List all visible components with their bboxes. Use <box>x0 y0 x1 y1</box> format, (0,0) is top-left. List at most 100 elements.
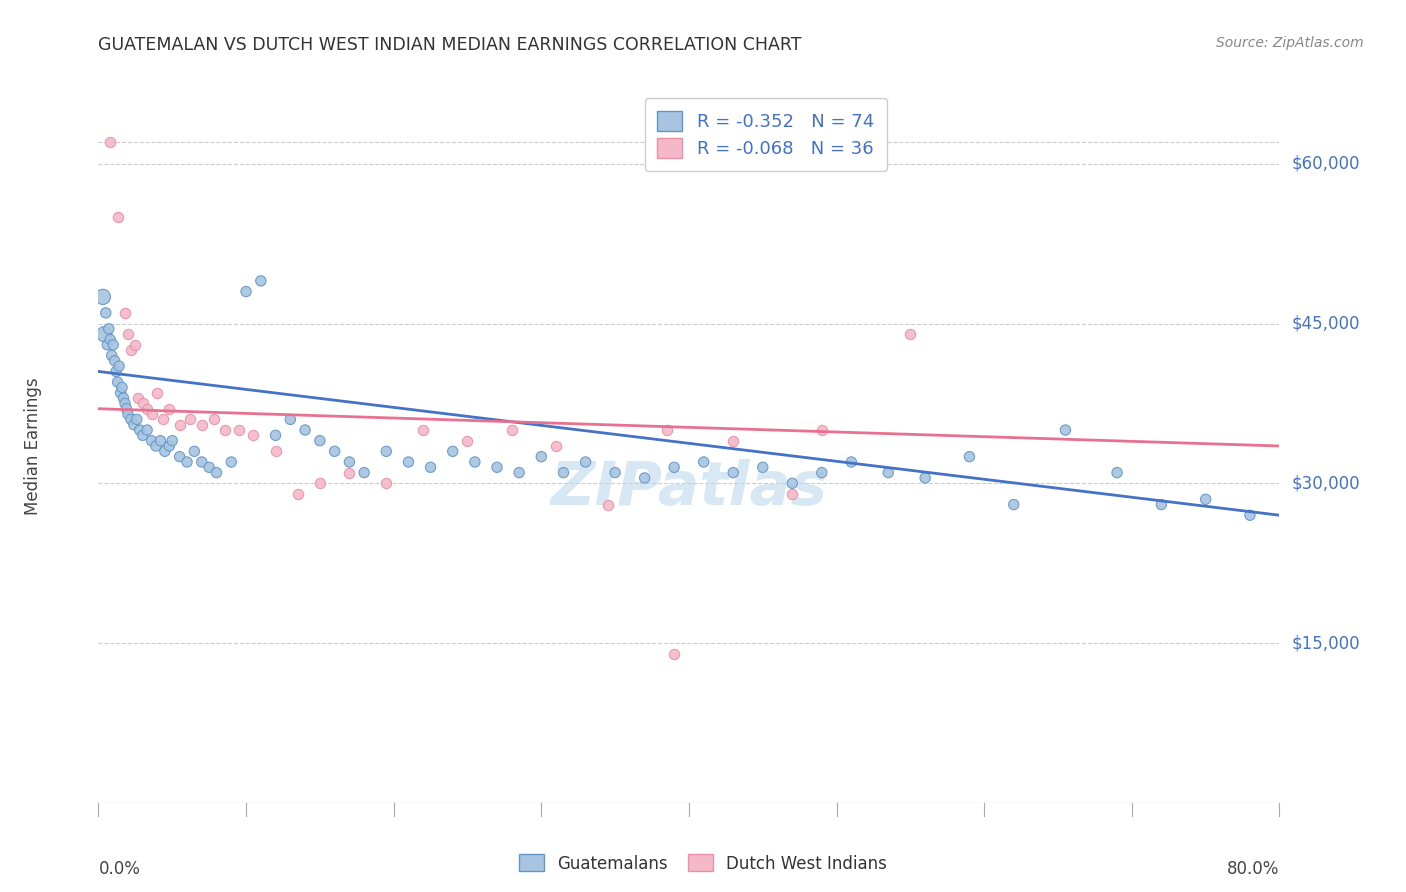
Point <box>124 338 146 352</box>
Text: ZIPatlas: ZIPatlas <box>550 459 828 518</box>
Point <box>136 423 159 437</box>
Point <box>141 407 163 421</box>
Point <box>605 466 627 480</box>
Point <box>633 471 655 485</box>
Text: Source: ZipAtlas.com: Source: ZipAtlas.com <box>1216 36 1364 50</box>
Point <box>839 455 862 469</box>
Point <box>219 455 242 469</box>
Point <box>191 455 214 469</box>
Point <box>664 647 686 661</box>
Point <box>544 439 567 453</box>
Point <box>120 412 142 426</box>
Point <box>508 466 530 480</box>
Point <box>419 460 441 475</box>
Point <box>900 327 922 342</box>
Point <box>117 327 139 342</box>
Point <box>1002 498 1025 512</box>
Point <box>153 444 176 458</box>
Point <box>914 471 936 485</box>
Point <box>183 444 205 458</box>
Point <box>120 343 142 358</box>
Point <box>810 466 832 480</box>
Point <box>264 428 287 442</box>
Point <box>486 460 509 475</box>
Point <box>97 322 120 336</box>
Point <box>96 338 118 352</box>
Text: Median Earnings: Median Earnings <box>24 377 42 515</box>
Point <box>157 401 180 416</box>
Point <box>94 306 117 320</box>
Point <box>250 274 273 288</box>
Point <box>501 423 523 437</box>
Point <box>162 434 183 448</box>
Point <box>877 466 900 480</box>
Point <box>152 412 174 426</box>
Point <box>115 401 138 416</box>
Point <box>375 476 398 491</box>
Point <box>93 327 115 342</box>
Point <box>242 428 264 442</box>
Text: 0.0%: 0.0% <box>98 860 141 878</box>
Legend: Guatemalans, Dutch West Indians: Guatemalans, Dutch West Indians <box>512 847 894 880</box>
Point <box>1054 423 1077 437</box>
Text: $30,000: $30,000 <box>1291 475 1360 492</box>
Text: $45,000: $45,000 <box>1291 315 1360 333</box>
Point <box>235 285 257 299</box>
Point <box>117 407 139 421</box>
Point <box>141 434 163 448</box>
Point <box>122 417 145 432</box>
Point <box>111 380 134 394</box>
Point <box>202 412 225 426</box>
Point <box>104 353 127 368</box>
Point <box>127 391 149 405</box>
Point <box>396 455 419 469</box>
Point <box>91 290 114 304</box>
Point <box>375 444 398 458</box>
Point <box>287 487 309 501</box>
Point <box>309 476 332 491</box>
Point <box>959 450 981 464</box>
Point <box>110 385 132 400</box>
Point <box>205 466 228 480</box>
Point <box>128 423 150 437</box>
Point <box>169 417 191 432</box>
Point <box>412 423 434 437</box>
Point <box>721 434 744 448</box>
Point <box>553 466 575 480</box>
Point <box>309 434 332 448</box>
Point <box>100 349 122 363</box>
Point <box>323 444 346 458</box>
Point <box>693 455 716 469</box>
Point <box>721 466 744 480</box>
Point <box>1105 466 1128 480</box>
Text: 80.0%: 80.0% <box>1227 860 1279 878</box>
Text: $60,000: $60,000 <box>1291 154 1360 173</box>
Point <box>98 333 121 347</box>
Text: $15,000: $15,000 <box>1291 634 1360 652</box>
Point <box>655 423 678 437</box>
Point <box>125 412 148 426</box>
Point <box>157 439 180 453</box>
Point <box>353 466 375 480</box>
Point <box>98 136 121 150</box>
Point <box>136 401 159 416</box>
Point <box>176 455 198 469</box>
Point <box>214 423 236 437</box>
Point <box>596 498 619 512</box>
Point <box>664 460 686 475</box>
Point <box>132 396 155 410</box>
Point <box>782 487 804 501</box>
Point <box>228 423 250 437</box>
Point <box>114 306 136 320</box>
Point <box>112 391 135 405</box>
Point <box>191 417 214 432</box>
Point <box>145 439 167 453</box>
Legend: R = -0.352   N = 74, R = -0.068   N = 36: R = -0.352 N = 74, R = -0.068 N = 36 <box>644 98 887 170</box>
Point <box>751 460 773 475</box>
Point <box>810 423 832 437</box>
Point <box>169 450 191 464</box>
Point <box>107 210 129 224</box>
Text: GUATEMALAN VS DUTCH WEST INDIAN MEDIAN EARNINGS CORRELATION CHART: GUATEMALAN VS DUTCH WEST INDIAN MEDIAN E… <box>98 36 801 54</box>
Point <box>337 466 360 480</box>
Point <box>574 455 596 469</box>
